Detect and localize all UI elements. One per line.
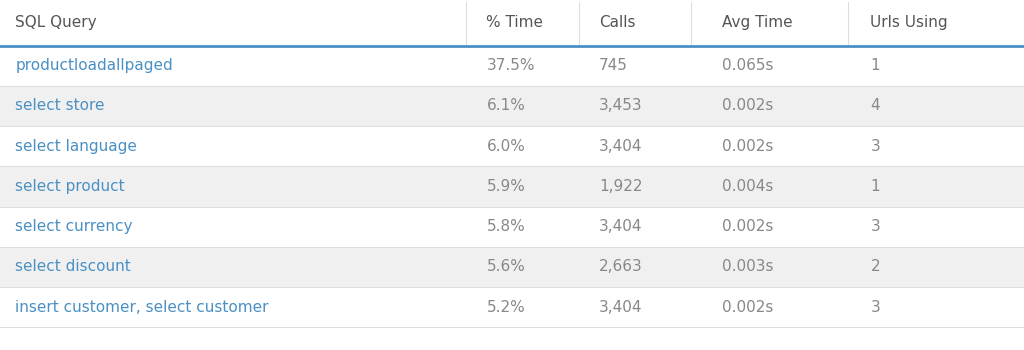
Text: 0.003s: 0.003s (722, 259, 773, 274)
Text: % Time: % Time (486, 15, 544, 30)
Text: 3: 3 (870, 139, 881, 154)
Text: 2,663: 2,663 (599, 259, 643, 274)
Text: 0.004s: 0.004s (722, 179, 773, 194)
Bar (0, 126, 1024, 166)
Text: 5.8%: 5.8% (486, 219, 525, 234)
Text: 3: 3 (870, 300, 881, 315)
Text: 5.2%: 5.2% (486, 300, 525, 315)
Text: 5.6%: 5.6% (486, 259, 525, 274)
Text: 0.002s: 0.002s (722, 98, 773, 113)
Text: 6.0%: 6.0% (486, 139, 525, 154)
Text: 3,404: 3,404 (599, 139, 642, 154)
Bar (0, 206, 1024, 247)
Text: 3: 3 (870, 219, 881, 234)
Text: 745: 745 (599, 58, 628, 73)
Text: 0.002s: 0.002s (722, 219, 773, 234)
Text: select currency: select currency (15, 219, 133, 234)
Text: SQL Query: SQL Query (15, 15, 97, 30)
Text: select store: select store (15, 98, 104, 113)
Text: select language: select language (15, 139, 137, 154)
Text: 1: 1 (870, 179, 880, 194)
Bar (0, 0, 1024, 46)
Text: Urls Using: Urls Using (870, 15, 948, 30)
Text: 37.5%: 37.5% (486, 58, 535, 73)
Text: 6.1%: 6.1% (486, 98, 525, 113)
Bar (0, 287, 1024, 327)
Text: 0.002s: 0.002s (722, 139, 773, 154)
Text: 5.9%: 5.9% (486, 179, 525, 194)
Text: insert customer, select customer: insert customer, select customer (15, 300, 269, 315)
Text: 0.002s: 0.002s (722, 300, 773, 315)
Text: 1: 1 (870, 58, 880, 73)
Text: 2: 2 (870, 259, 880, 274)
Bar (0, 166, 1024, 206)
Text: Calls: Calls (599, 15, 636, 30)
Bar (0, 46, 1024, 86)
Bar (0, 86, 1024, 126)
Text: 3,404: 3,404 (599, 219, 642, 234)
Text: select product: select product (15, 179, 125, 194)
Text: Avg Time: Avg Time (722, 15, 793, 30)
Text: 3,404: 3,404 (599, 300, 642, 315)
Bar (0, 247, 1024, 287)
Text: 0.065s: 0.065s (722, 58, 773, 73)
Text: 4: 4 (870, 98, 880, 113)
Text: productloadallpaged: productloadallpaged (15, 58, 173, 73)
Text: select discount: select discount (15, 259, 131, 274)
Text: 3,453: 3,453 (599, 98, 643, 113)
Text: 1,922: 1,922 (599, 179, 642, 194)
